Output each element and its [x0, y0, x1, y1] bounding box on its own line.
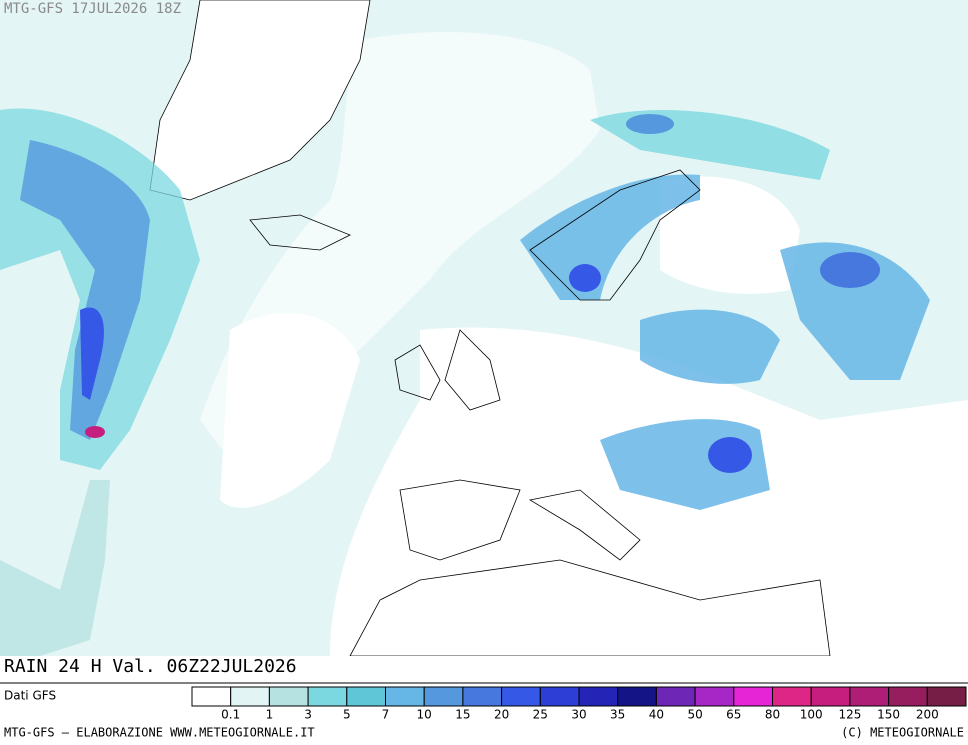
legend-swatch	[578, 686, 619, 707]
legend-label: 200	[916, 708, 939, 722]
source-label: Dati GFS	[4, 689, 56, 703]
rain-core	[820, 252, 880, 288]
run-label: MTG-GFS 17JUL2026 18Z	[4, 1, 181, 17]
legend-swatch	[307, 686, 348, 707]
legend-label: 50	[687, 708, 702, 722]
legend-swatch	[772, 686, 812, 707]
legend-swatch	[849, 686, 890, 707]
legend-swatch	[888, 686, 928, 707]
footer-right: (C) METEOGIORNALE	[841, 726, 964, 740]
legend-label: 3	[304, 708, 312, 722]
legend-swatch	[462, 686, 503, 707]
legend-swatch	[268, 686, 309, 707]
legend-label: 65	[726, 708, 741, 722]
footer-left: MTG-GFS — ELABORAZIONE WWW.METEOGIORNALE…	[4, 726, 315, 740]
rain-band	[780, 242, 930, 380]
legend-label: 150	[877, 708, 900, 722]
rain-core	[80, 307, 104, 400]
legend-swatch	[501, 686, 541, 707]
legend-label: 100	[800, 708, 823, 722]
rain-core	[708, 437, 752, 473]
legend-swatch	[655, 686, 696, 707]
legend-swatch	[539, 686, 580, 707]
legend-label: 25	[533, 708, 548, 722]
legend-label: 10	[417, 708, 432, 722]
coastline	[394, 329, 501, 411]
greenland	[149, 0, 371, 201]
legend-label: 20	[494, 708, 509, 722]
dry-area	[220, 313, 360, 508]
dry-area	[660, 176, 800, 294]
legend-swatch	[346, 686, 386, 707]
rain-core	[85, 426, 105, 438]
legend-swatch	[191, 686, 232, 707]
rain-band	[520, 174, 700, 300]
legend-swatch	[617, 686, 657, 707]
legend-swatch	[230, 686, 270, 707]
legend-swatch	[385, 686, 425, 707]
rain-band	[0, 480, 110, 656]
rain-band	[640, 309, 780, 384]
legend-swatch	[926, 686, 967, 707]
legend-swatch	[423, 686, 464, 707]
legend-label: 30	[571, 708, 586, 722]
map: MTG-GFS 17JUL2026 18Z	[0, 0, 968, 657]
rain-band	[20, 140, 150, 440]
legend-label: 1	[266, 708, 274, 722]
legend-label: 7	[382, 708, 390, 722]
legend-label: 15	[455, 708, 470, 722]
legend-swatch	[810, 686, 851, 707]
rain-core	[626, 114, 674, 134]
legend-label: 5	[343, 708, 351, 722]
legend-label: 125	[838, 708, 861, 722]
legend-label: 80	[765, 708, 780, 722]
map-title: RAIN 24 H Val. 06Z22JUL2026	[4, 656, 297, 677]
coastline	[249, 169, 701, 301]
legend: 0.1 1 3 5 7 10 15 20 25 30 35 40 50 65 80 100 125 150 200	[191, 686, 967, 722]
legend-swatch	[733, 686, 773, 707]
legend-swatch	[694, 686, 735, 707]
legend-label: 0.1	[221, 708, 240, 722]
legend-label: 35	[610, 708, 625, 722]
rain-core	[569, 264, 601, 292]
legend-label: 40	[649, 708, 664, 722]
coastline	[349, 479, 831, 657]
